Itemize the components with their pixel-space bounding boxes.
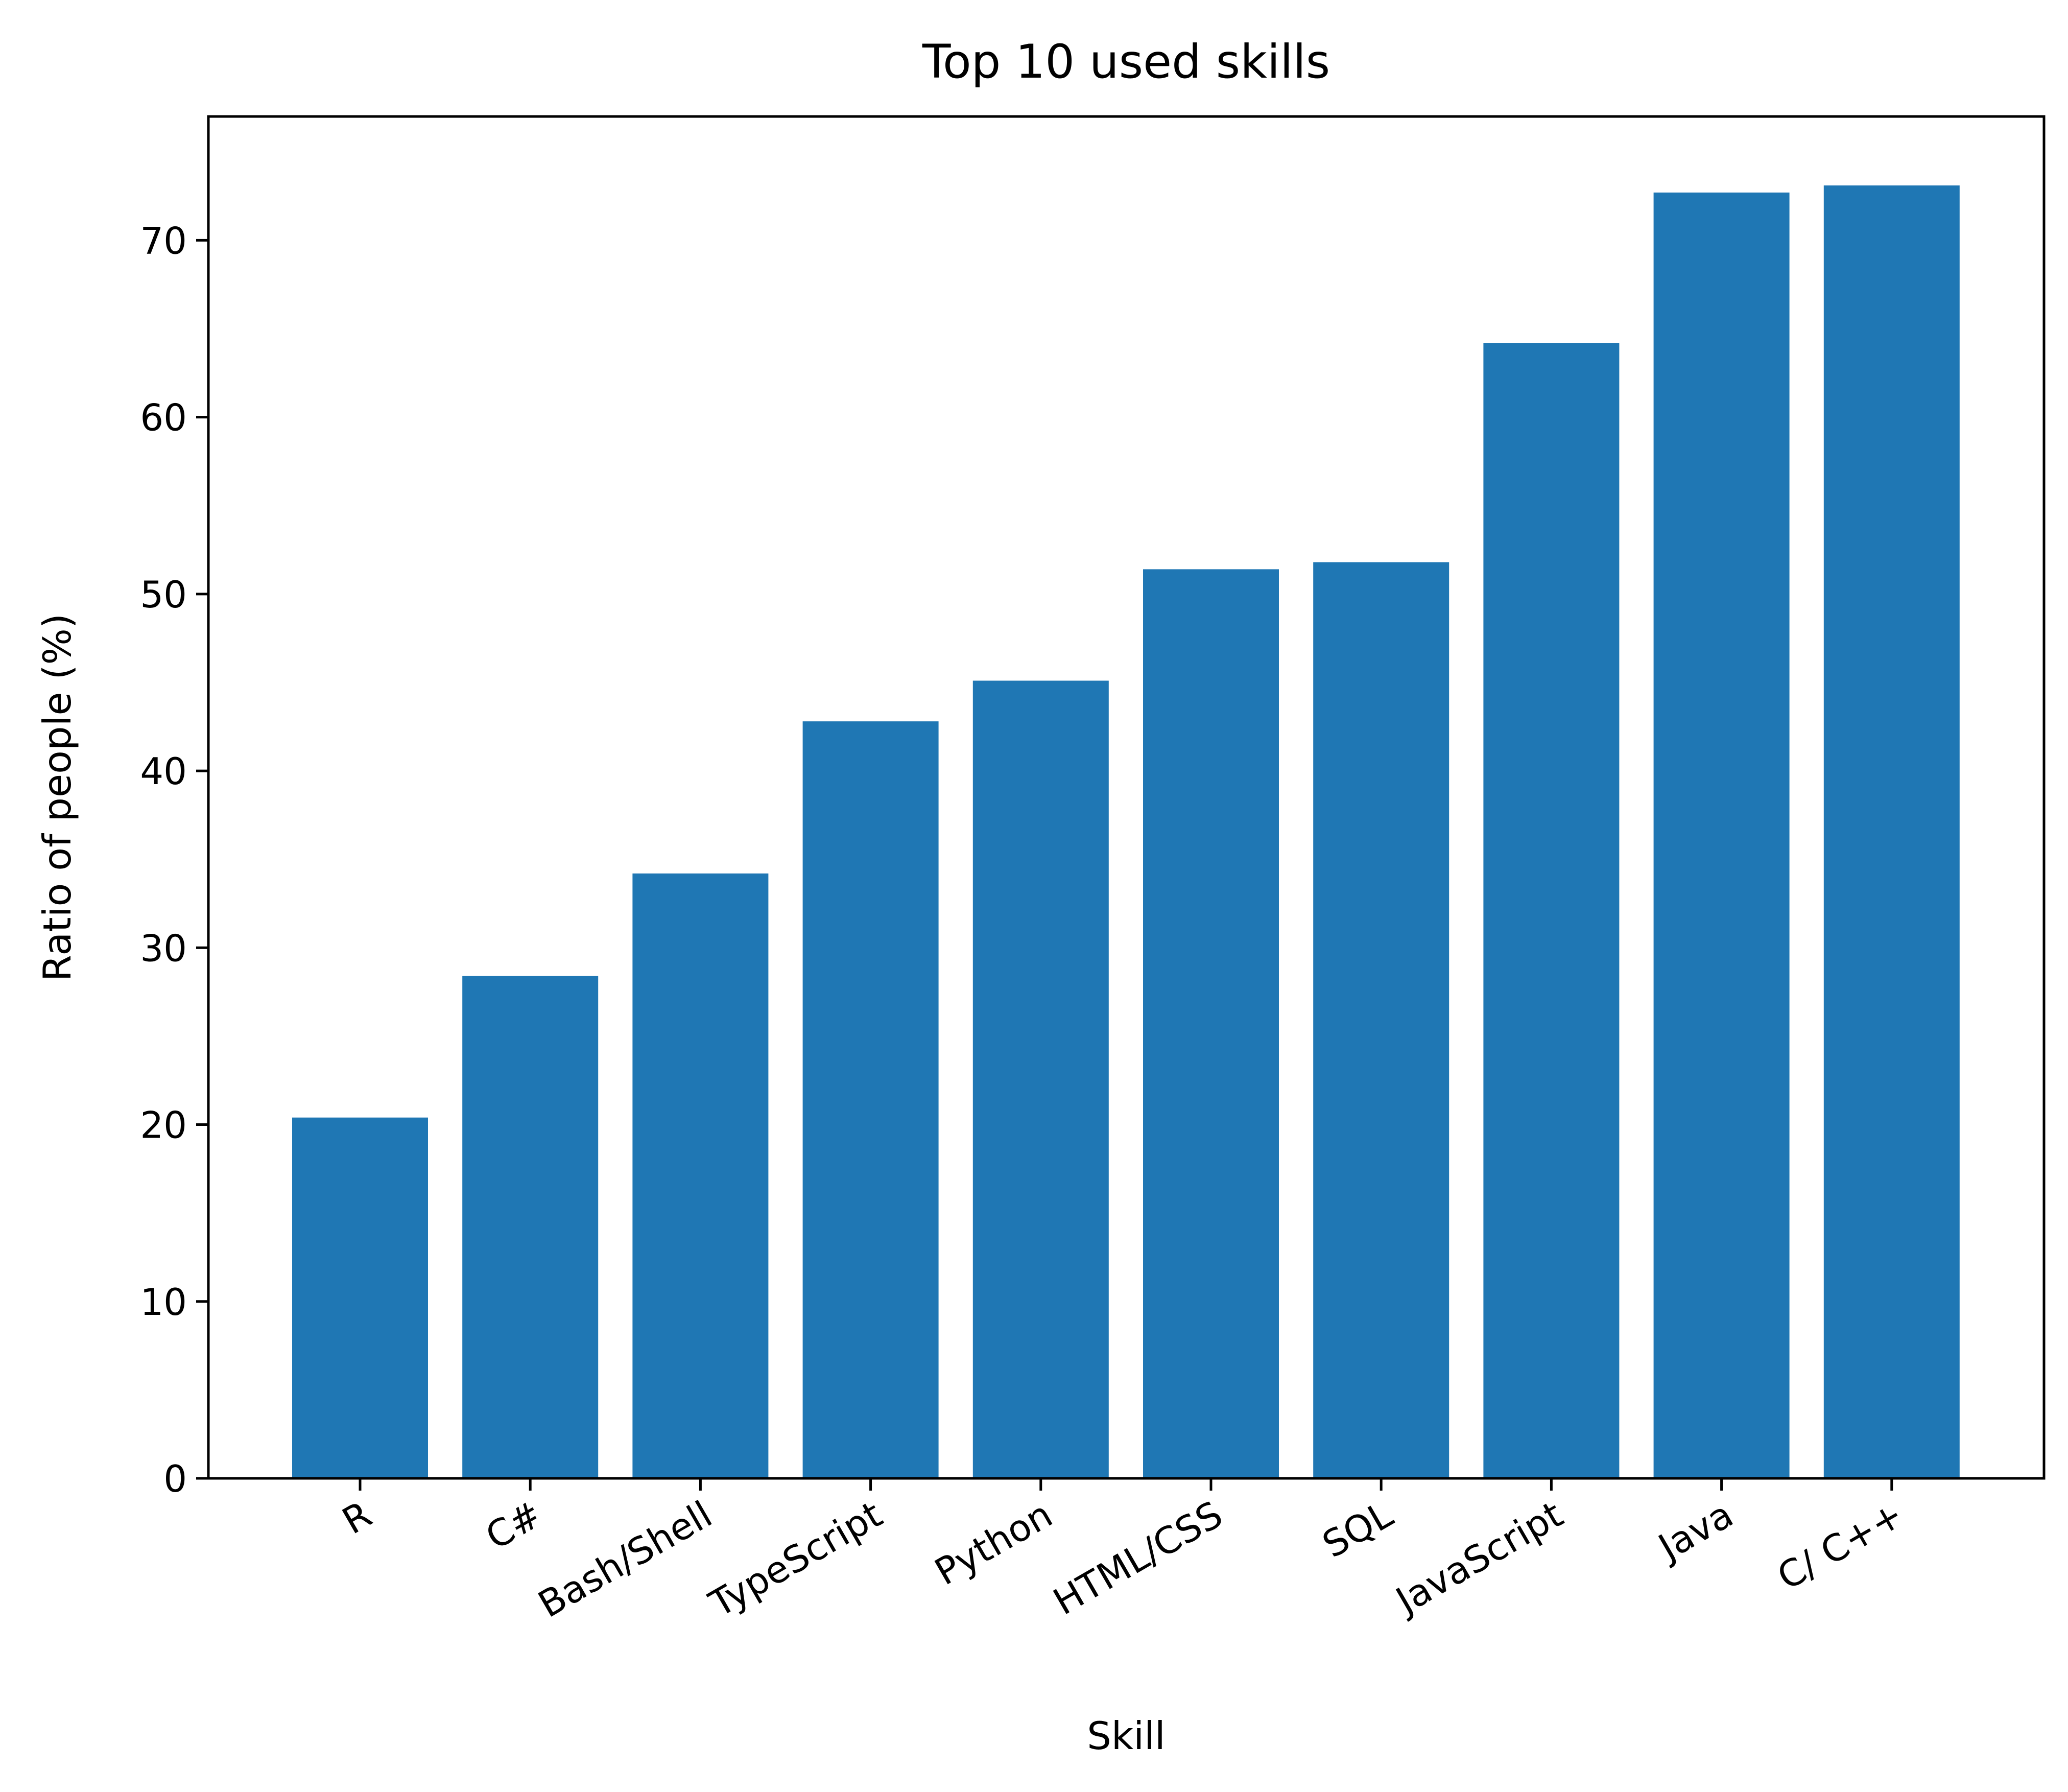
bar-8	[1483, 343, 1620, 1478]
y-tick-label: 30	[140, 927, 187, 970]
bars-group	[292, 185, 1960, 1478]
y-axis: 0 10 20 30 40 50 60 70	[140, 219, 208, 1500]
y-tick-label: 70	[140, 219, 187, 262]
bar-2	[462, 976, 599, 1478]
x-tick-label: Python	[928, 1493, 1059, 1594]
x-tick-label: TypeScript	[702, 1493, 889, 1625]
y-tick-label: 20	[140, 1104, 187, 1147]
y-tick-label: 60	[140, 396, 187, 439]
bar-3	[632, 873, 769, 1478]
x-tick-label: Bash/Shell	[531, 1493, 719, 1626]
x-tick-label: C/ C++	[1770, 1493, 1910, 1598]
bar-7	[1313, 562, 1449, 1478]
x-tick-label: JavaScript	[1387, 1493, 1570, 1623]
x-tick-label: SQL	[1315, 1493, 1399, 1566]
bar-6	[1143, 569, 1279, 1478]
y-tick-label: 40	[140, 750, 187, 793]
y-axis-label: Ratio of people (%)	[35, 614, 80, 981]
y-tick-label: 50	[140, 573, 187, 616]
bar-10	[1823, 185, 1960, 1478]
bar-9	[1653, 192, 1790, 1478]
chart-title: Top 10 used skills	[922, 35, 1330, 89]
y-tick-label: 10	[140, 1281, 187, 1324]
plot-frame	[207, 115, 2046, 1480]
x-tick-label: C#	[479, 1493, 549, 1558]
bar-1	[292, 1117, 428, 1478]
bar-4	[802, 721, 939, 1478]
x-tick-label: Java	[1650, 1493, 1740, 1570]
x-tick-label: HTML/CSS	[1046, 1493, 1229, 1623]
x-axis-label: Skill	[1087, 1713, 1166, 1758]
bar-5	[972, 680, 1109, 1478]
y-tick-label: 0	[163, 1457, 187, 1500]
x-tick-label: R	[335, 1493, 378, 1543]
